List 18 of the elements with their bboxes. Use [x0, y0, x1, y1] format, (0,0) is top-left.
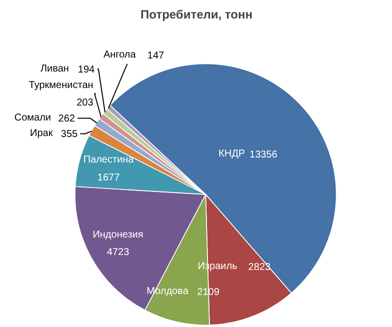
data-label: 1677	[97, 172, 120, 184]
data-label: 13356	[250, 150, 278, 161]
data-label: 4723	[106, 247, 130, 258]
data-label: 203	[76, 98, 94, 109]
slice-label: Ливан	[40, 64, 69, 75]
data-label: 147	[147, 50, 165, 62]
slice-label: Туркменистан	[28, 80, 94, 91]
slice-label: Сомали	[14, 112, 51, 124]
slice-label: Индонезия	[92, 229, 144, 240]
data-label: 262	[58, 114, 76, 125]
slice-label: Палестина	[83, 154, 134, 166]
data-label: 2823	[248, 262, 271, 274]
slice-label: Ирак	[30, 128, 54, 140]
slice-label: Ангола	[103, 49, 136, 60]
data-label: 194	[78, 64, 96, 76]
chart-title: Потребители, тонн	[140, 8, 252, 22]
data-label: 355	[60, 129, 78, 140]
slice-label: КНДР	[218, 148, 246, 160]
